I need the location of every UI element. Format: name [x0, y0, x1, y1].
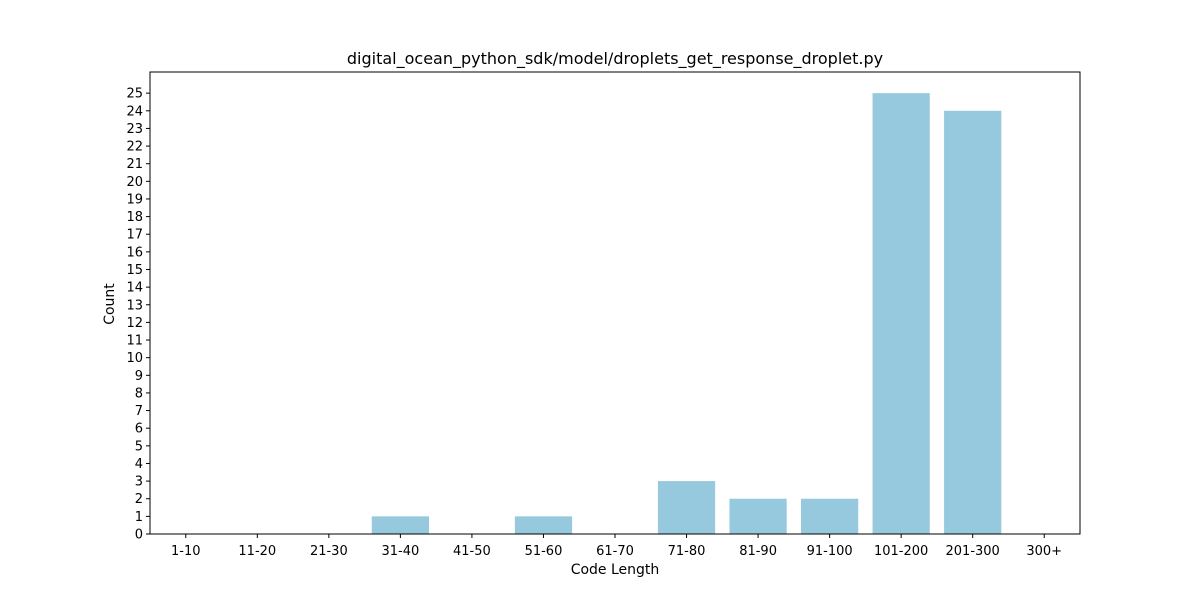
- x-tick-label: 21-30: [310, 544, 348, 559]
- y-tick-label: 25: [126, 87, 143, 102]
- plot-frame: [149, 71, 1081, 535]
- bar-201-300: [944, 110, 1002, 534]
- y-tick-label: 10: [126, 351, 143, 366]
- x-tick-label: 91-100: [807, 544, 853, 559]
- y-tick-label: 0: [135, 528, 143, 543]
- chart-title: digital_ocean_python_sdk/model/droplets_…: [347, 49, 883, 69]
- y-tick-label: 17: [126, 228, 143, 243]
- bars-layer: [371, 93, 1002, 534]
- x-tick-label: 101-200: [874, 544, 928, 559]
- y-tick-label: 9: [135, 369, 143, 384]
- y-tick-label: 23: [126, 122, 143, 137]
- x-tick-label: 300+: [1026, 544, 1062, 559]
- x-tick-label: 31-40: [381, 544, 419, 559]
- bar-31-40: [371, 516, 429, 534]
- x-axis-ticks: 1-10 11-20 21-30 31-40 41-50 51-60 61-70 71-80 8…: [171, 534, 1062, 559]
- y-tick-label: 19: [126, 192, 143, 207]
- x-tick-label: 201-300: [946, 544, 1000, 559]
- bar-51-60: [514, 516, 573, 534]
- y-tick-label: 22: [126, 140, 143, 155]
- x-tick-label: 41-50: [453, 544, 491, 559]
- x-tick-label: 71-80: [668, 544, 706, 559]
- y-tick-label: 2: [135, 492, 143, 507]
- x-tick-label: 61-70: [596, 544, 634, 559]
- x-tick-label: 51-60: [525, 544, 563, 559]
- y-axis-ticks: 0123456789101112131415161718192021222324…: [126, 87, 150, 543]
- y-tick-label: 21: [126, 157, 143, 172]
- y-tick-label: 12: [126, 316, 143, 331]
- bar-91-100: [801, 498, 859, 534]
- y-tick-label: 20: [126, 175, 143, 190]
- y-tick-label: 14: [126, 281, 143, 296]
- y-tick-label: 1: [135, 510, 143, 525]
- bar-101-200: [872, 93, 930, 534]
- y-tick-label: 5: [135, 439, 143, 454]
- y-tick-label: 8: [135, 386, 143, 401]
- x-tick-label: 81-90: [739, 544, 777, 559]
- y-tick-label: 13: [126, 298, 143, 313]
- y-tick-label: 16: [126, 245, 143, 260]
- y-tick-label: 4: [135, 457, 143, 472]
- y-tick-label: 11: [126, 334, 143, 349]
- x-tick-label: 11-20: [238, 544, 276, 559]
- y-tick-label: 18: [126, 210, 143, 225]
- x-axis-label: Code Length: [571, 562, 660, 578]
- y-tick-label: 6: [135, 422, 143, 437]
- y-tick-label: 7: [135, 404, 143, 419]
- y-tick-label: 24: [126, 104, 143, 119]
- bar-71-80: [657, 481, 716, 534]
- bar-81-90: [729, 498, 787, 534]
- x-tick-label: 1-10: [171, 544, 201, 559]
- y-axis-label: Count: [102, 283, 118, 325]
- y-tick-label: 3: [135, 475, 143, 490]
- y-tick-label: 15: [126, 263, 143, 278]
